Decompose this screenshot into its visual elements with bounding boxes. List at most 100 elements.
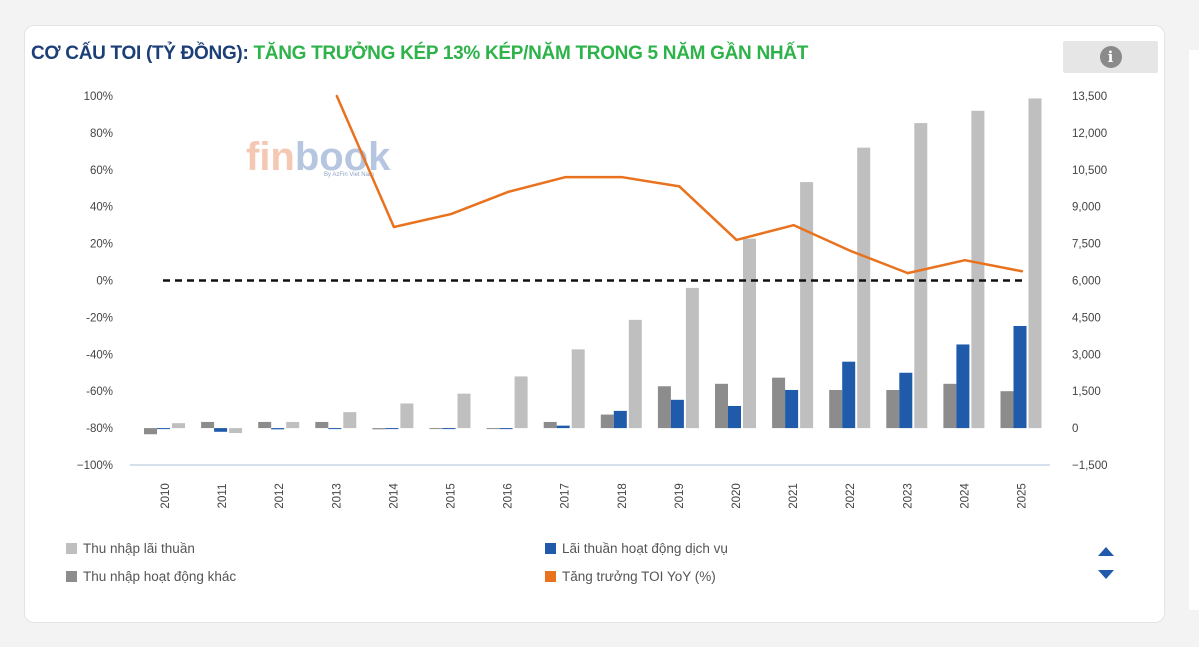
x-tick-label: 2023: [902, 483, 914, 509]
x-tick-label: 2013: [331, 483, 343, 509]
x-tick-label: 2016: [503, 483, 515, 509]
growth-point-2019: [678, 185, 681, 188]
bar-other-income-2016: [486, 428, 500, 430]
bar-net-interest-2020: [743, 238, 756, 429]
left-tick-label: 60%: [90, 165, 113, 177]
x-tick-label: 2010: [160, 483, 172, 509]
bar-service-2023: [899, 372, 913, 429]
x-tick-label: 2018: [617, 483, 629, 509]
bar-service-2021: [785, 389, 799, 429]
left-tick-label: 80%: [90, 128, 113, 140]
left-tick-label: -20%: [86, 312, 113, 324]
left-tick-label: -60%: [86, 386, 113, 398]
x-tick-label: 2025: [1017, 483, 1029, 509]
right-tick-label: −1,500: [1072, 460, 1108, 472]
left-tick-label: −100%: [77, 460, 113, 472]
right-tick-label: 7,500: [1072, 239, 1101, 251]
legend-swatch-service: [545, 543, 556, 554]
x-tick-label: 2021: [788, 483, 800, 509]
legend-swatch-net-interest: [66, 543, 77, 554]
bar-net-interest-2016: [514, 376, 528, 429]
right-tick-label: 1,500: [1072, 386, 1101, 398]
bar-service-2014: [385, 428, 399, 430]
bar-other-income-2021: [772, 377, 786, 429]
right-tick-label: 0: [1072, 423, 1078, 435]
finbook-watermark: finbook By AzFin Viet Nam: [246, 135, 391, 179]
growth-point-2025: [1020, 270, 1024, 273]
bar-other-income-2024: [943, 383, 957, 429]
left-tick-label: -80%: [86, 423, 113, 435]
bar-other-income-2012: [258, 421, 272, 429]
bar-net-interest-2012: [286, 421, 300, 429]
growth-point-2022: [849, 249, 852, 253]
legend-service[interactable]: Lãi thuần hoạt động dịch vụ: [545, 541, 728, 556]
bar-net-interest-2017: [571, 349, 585, 429]
legend-swatch-growth: [545, 571, 556, 582]
growth-point-2023: [906, 271, 909, 275]
legend-other-income[interactable]: Thu nhập hoạt động khác: [66, 569, 236, 584]
window-edge: [1189, 50, 1199, 610]
bar-other-income-2017: [543, 421, 557, 429]
left-tick-label: 20%: [90, 239, 113, 251]
bar-other-income-2023: [886, 389, 900, 429]
growth-point-2024: [963, 259, 967, 262]
growth-point-2013: [335, 94, 338, 98]
legend-scroll-down-icon[interactable]: [1098, 570, 1114, 580]
x-tick-label: 2015: [446, 483, 458, 509]
bar-other-income-2014: [372, 428, 386, 430]
x-tick-label: 2020: [731, 483, 743, 509]
bar-other-income-2010: [144, 428, 157, 435]
growth-point-2015: [449, 212, 453, 216]
left-tick-label: 40%: [90, 202, 113, 214]
right-tick-label: 9,000: [1072, 202, 1101, 214]
left-tick-label: -40%: [86, 349, 113, 361]
x-tick-label: 2022: [845, 483, 857, 509]
right-tick-label: 12,000: [1072, 128, 1107, 140]
bar-net-interest-2010: [172, 423, 185, 429]
bar-other-income-2020: [715, 383, 728, 429]
bar-other-income-2015: [429, 428, 443, 430]
bar-other-income-2018: [600, 414, 614, 429]
bar-service-2015: [442, 428, 456, 430]
bar-service-2019: [670, 399, 684, 429]
bar-service-2022: [842, 361, 856, 429]
x-tick-label: 2017: [560, 483, 572, 509]
right-tick-label: 13,500: [1072, 91, 1107, 103]
left-tick-label: 0%: [96, 276, 113, 288]
watermark-fin: finbook: [246, 135, 391, 179]
x-tick-label: 2019: [674, 483, 686, 509]
bar-net-interest-2015: [457, 393, 471, 429]
x-tick-label: 2012: [274, 483, 286, 509]
legend-label-growth: Tăng trưởng TOI YoY (%): [562, 569, 716, 584]
right-tick-label: 4,500: [1072, 312, 1101, 324]
right-tick-label: 10,500: [1072, 165, 1107, 177]
legend-net-interest[interactable]: Thu nhập lãi thuần: [66, 541, 195, 556]
info-button[interactable]: i: [1063, 41, 1158, 73]
bar-net-interest-2011: [229, 428, 243, 434]
growth-point-2017: [564, 175, 567, 179]
right-tick-label: 3,000: [1072, 349, 1101, 361]
bar-other-income-2019: [657, 386, 671, 429]
growth-point-2021: [792, 223, 795, 227]
bar-other-income-2011: [201, 421, 215, 429]
bar-net-interest-2023: [914, 123, 928, 429]
legend-growth[interactable]: Tăng trưởng TOI YoY (%): [545, 569, 716, 584]
legend-label-service: Lãi thuần hoạt động dịch vụ: [562, 541, 728, 556]
bar-net-interest-2019: [685, 287, 699, 429]
left-tick-label: 100%: [84, 91, 113, 103]
growth-point-2014: [392, 225, 396, 229]
bar-service-2013: [328, 428, 342, 430]
bar-net-interest-2018: [628, 319, 642, 429]
watermark-tagline: By AzFin Viet Nam: [324, 172, 374, 178]
bar-service-2020: [728, 405, 741, 429]
right-tick-label: 6,000: [1072, 276, 1101, 288]
legend-swatch-other-income: [66, 571, 77, 582]
bar-net-interest-2014: [400, 403, 414, 429]
bar-net-interest-2021: [800, 182, 814, 429]
bar-net-interest-2025: [1028, 98, 1042, 429]
chart-title: CƠ CẤU TOI (TỶ ĐỒNG): TĂNG TRƯỞNG KÉP 13…: [31, 43, 808, 65]
legend-scroll-up-icon[interactable]: [1098, 547, 1114, 557]
info-icon: i: [1099, 46, 1122, 68]
bar-service-2012: [271, 428, 285, 430]
